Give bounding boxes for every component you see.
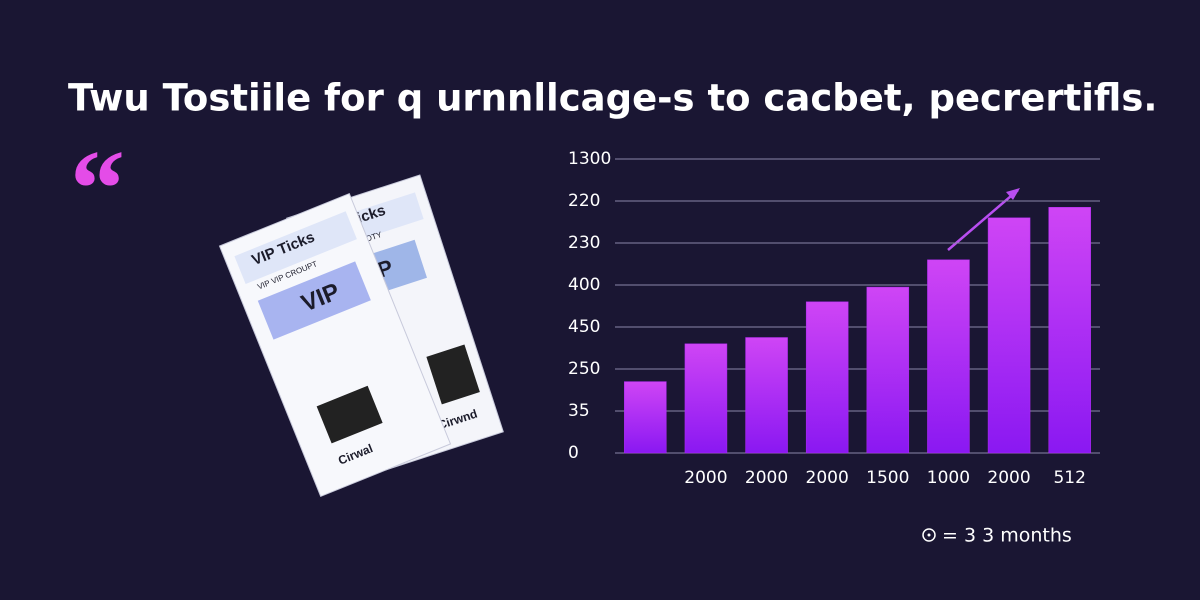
ticket: VIP Ticks VIP VIP CROUPT VIP Cirwal: [218, 192, 452, 498]
bar: [1048, 207, 1091, 454]
bar: [684, 343, 728, 454]
bar: [745, 337, 788, 454]
ticket-band: [234, 211, 357, 285]
bar: [624, 381, 667, 454]
y-tick-label: 220: [568, 191, 600, 211]
legend-note: = 3 3 months: [942, 525, 1072, 547]
y-tick-label: 400: [568, 275, 600, 295]
headline: Twu Tostiile for q urnnllcage-s to cacbe…: [68, 77, 1157, 120]
x-tick-label: 1000: [927, 468, 970, 488]
ticket-photo: [257, 261, 371, 340]
bar: [866, 286, 910, 454]
x-tick-label: 512: [1053, 468, 1085, 488]
trend-arrow: [947, 189, 1019, 251]
y-tick-label: 230: [568, 233, 600, 253]
y-tick-label: 250: [568, 359, 600, 379]
x-tick-label: 2000: [745, 468, 788, 488]
y-tick-label: 35: [568, 401, 590, 421]
y-tick-label: 1300: [568, 149, 611, 169]
barcode: [316, 385, 383, 444]
bar: [805, 301, 849, 454]
bar: [987, 217, 1031, 454]
quote-mark: “: [70, 127, 125, 249]
y-tick-label: 0: [568, 443, 579, 463]
bar: [927, 259, 970, 454]
x-tick-label: 1500: [866, 468, 909, 488]
x-tick-label: 2000: [987, 468, 1030, 488]
legend-icon-dot: [927, 533, 931, 537]
x-tick-label: 2000: [684, 468, 727, 488]
x-tick-label: 2000: [806, 468, 849, 488]
y-tick-label: 450: [568, 317, 600, 337]
legend-icon: [922, 528, 936, 542]
barcode: [426, 344, 480, 405]
arrow-head: [1006, 188, 1020, 200]
